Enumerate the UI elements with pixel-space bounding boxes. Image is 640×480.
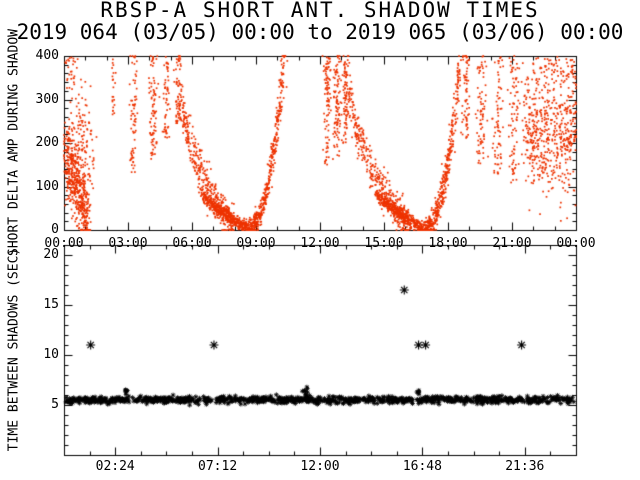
bottom-y-tick-label: 5 (51, 397, 59, 412)
top-y-tick-label: 300 (35, 91, 59, 107)
bottom-x-tick-label: 12:00 (300, 459, 340, 474)
top-x-tick-label: 15:00 (364, 236, 404, 251)
top-x-tick-label: 21:00 (492, 236, 532, 251)
bottom-x-tick-label: 16:48 (402, 459, 442, 474)
top-x-tick-label: 09:00 (236, 236, 276, 251)
top-y-tick-label: 200 (35, 135, 59, 150)
top-x-tick-label: 18:00 (428, 236, 468, 251)
plot-title: RBSP-A SHORT ANT. SHADOW TIMES (100, 0, 540, 22)
bottom-x-tick-label: 21:36 (505, 459, 545, 474)
top-y-tick-label: 400 (35, 48, 59, 63)
plot-subtitle: 2019 064 (03/05) 00:00 to 2019 065 (03/0… (16, 20, 624, 44)
bottom-x-tick-label: 07:12 (198, 459, 238, 474)
bottom-y-tick-label: 15 (43, 297, 59, 312)
bottom-y-tick-label: 10 (43, 347, 59, 362)
top-x-tick-label: 00:00 (556, 236, 596, 251)
top-y-tick-label: 0 (51, 222, 59, 237)
top-x-tick-label: 12:00 (300, 236, 340, 251)
top-y-tick-label: 100 (35, 178, 59, 194)
bottom-y-tick-label: 20 (43, 247, 59, 262)
top-x-tick-label: 06:00 (172, 236, 212, 251)
bottom-x-tick-label: 02:24 (95, 459, 135, 474)
top-x-tick-label: 00:00 (44, 236, 84, 251)
top-x-tick-label: 03:00 (108, 236, 148, 251)
